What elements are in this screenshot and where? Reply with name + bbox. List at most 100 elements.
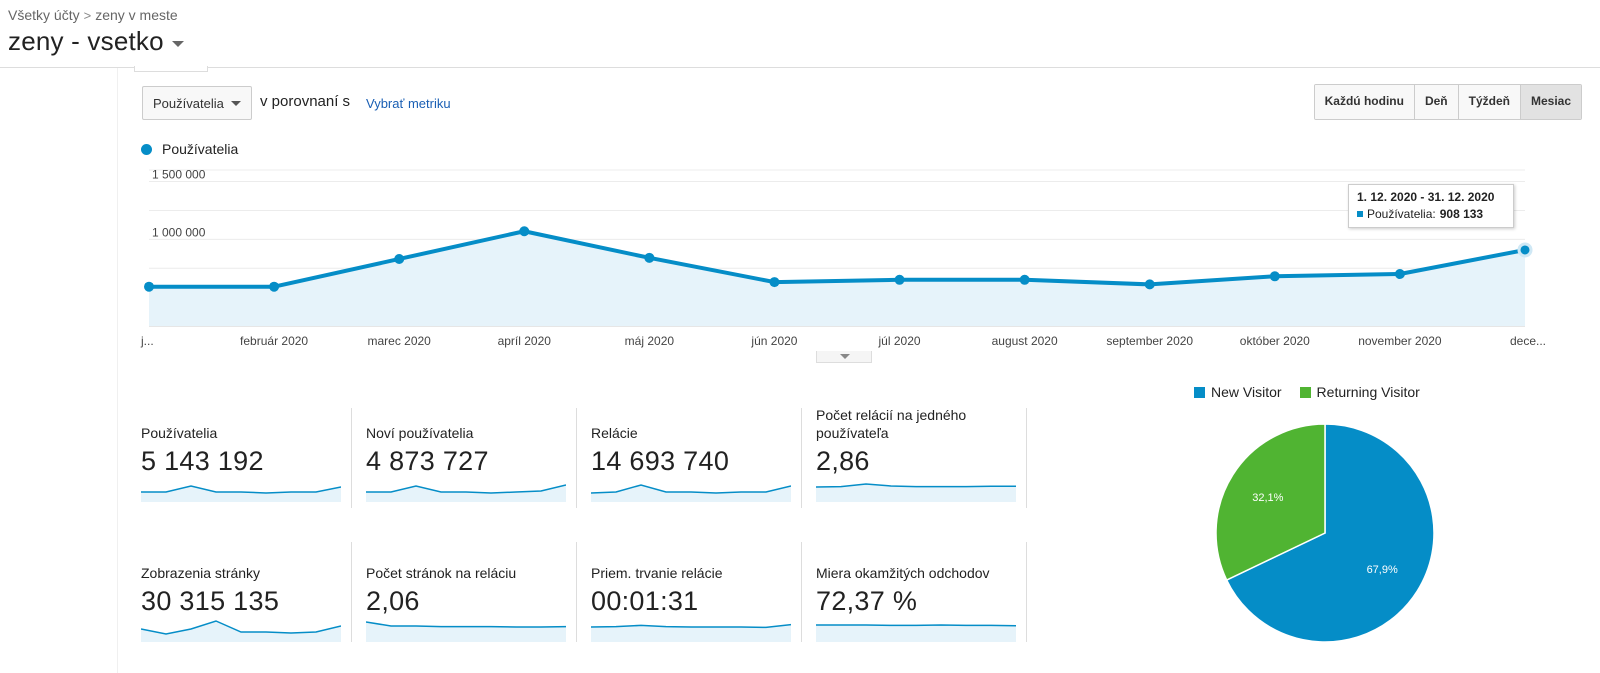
data-point[interactable] [269, 281, 280, 292]
data-point[interactable] [144, 281, 154, 292]
sparkline-line [816, 483, 1016, 488]
metric-sparkline [591, 623, 791, 642]
series-area [149, 231, 1525, 326]
x-tick-label: máj 2020 [625, 334, 675, 348]
data-point[interactable] [1144, 279, 1155, 290]
data-point[interactable] [1269, 271, 1280, 282]
metric-label: Relácie [591, 425, 638, 441]
breadcrumb-property[interactable]: zeny v meste [95, 7, 178, 23]
metric-label: Počet relácií na jedného používateľa [816, 407, 967, 441]
metric-label: Počet stránok na reláciu [366, 565, 517, 581]
metric-value: 72,37 % [816, 586, 918, 616]
pie-slice[interactable] [1215, 423, 1326, 582]
compare-label: v porovnaní s [260, 93, 351, 110]
left-panel [0, 68, 118, 673]
metric-sparkline [141, 485, 341, 502]
metrics-grid: Používatelia 5 143 192 Noví používatelia 4 … [141, 400, 1041, 642]
pie-legend-label: New Visitor [1211, 384, 1282, 400]
data-point[interactable] [1019, 274, 1030, 285]
series-line [149, 229, 1526, 289]
metric-card[interactable]: Počet relácií na jedného používateľa 2,86 [816, 400, 1030, 518]
metric-divider [576, 542, 577, 642]
sparkline-line [141, 620, 341, 635]
metric-value: 5 143 192 [141, 446, 264, 476]
metric-select-value: Používatelia [153, 96, 224, 111]
sparkline-line [366, 484, 566, 494]
metric-card[interactable]: Priem. trvanie relácie 00:01:31 [591, 540, 805, 658]
page-title[interactable]: zeny - vsetko [8, 26, 164, 56]
metric-sparkline [816, 624, 1016, 642]
data-point[interactable] [769, 277, 780, 288]
x-tick-label: október 2020 [1240, 334, 1310, 348]
chart-tooltip: 1. 12. 2020 - 31. 12. 2020 Používatelia:… [1348, 184, 1514, 228]
metric-card[interactable]: Počet stránok na reláciu 2,06 [366, 540, 580, 658]
visitor-type-pie-chart: 67,9% 32,1% [1215, 423, 1435, 643]
series-dot-icon [141, 143, 152, 155]
metric-select[interactable]: Používatelia [142, 86, 252, 120]
x-tick-label: j... [140, 334, 154, 348]
x-tick-label: apríl 2020 [498, 334, 552, 348]
data-point[interactable] [519, 226, 530, 237]
chart-controls: Používatelia v porovnaní s Vybrať metrik… [142, 84, 1582, 122]
view-selector[interactable]: zeny - vsetko [8, 26, 184, 57]
pie-slice-label: 32,1% [1252, 492, 1283, 504]
sparkline-area [366, 485, 566, 502]
metric-label: Priem. trvanie relácie [591, 565, 723, 581]
sparkline-area [816, 625, 1016, 642]
metric-divider [576, 408, 577, 508]
pie-legend-returning[interactable]: Returning Visitor [1299, 384, 1420, 400]
chevron-right-icon: > [83, 7, 92, 23]
breadcrumb-all-accounts[interactable]: Všetky účty [8, 7, 80, 23]
caret-down-icon[interactable] [171, 40, 184, 47]
metric-label: Zobrazenia stránky [141, 565, 261, 581]
header: Všetky účty > zeny v meste zeny - vsetko [0, 0, 1600, 68]
metric-value: 14 693 740 [591, 446, 730, 476]
x-tick-label: júl 2020 [878, 334, 921, 348]
metric-card[interactable]: Relácie 14 693 740 [591, 400, 805, 518]
legend-square-icon [1194, 386, 1205, 398]
x-tick-label: február 2020 [240, 334, 308, 348]
metric-sparkline [366, 621, 566, 642]
granularity-toggle: Každú hodinu Deň Týždeň Mesiac [1313, 84, 1582, 120]
metric-divider [801, 542, 802, 642]
granularity-month-button[interactable]: Mesiac [1520, 85, 1581, 119]
metric-value: 2,86 [816, 446, 870, 476]
x-tick-label: jún 2020 [750, 334, 797, 348]
tooltip-label: Používatelia: [1367, 207, 1436, 221]
metric-card[interactable]: Používatelia 5 143 192 [141, 400, 355, 518]
choose-metric-link[interactable]: Vybrať metriku [366, 96, 451, 111]
granularity-hourly-button[interactable]: Každú hodinu [1314, 85, 1415, 119]
sparkline-line [141, 485, 341, 494]
sparkline-line [591, 484, 791, 494]
x-tick-label: august 2020 [992, 334, 1058, 348]
metric-card[interactable]: Noví používatelia 4 873 727 [366, 400, 580, 518]
metric-card[interactable]: Zobrazenia stránky 30 315 135 [141, 540, 355, 658]
metric-divider [351, 542, 352, 642]
series-square-icon [1357, 211, 1363, 217]
data-point[interactable] [894, 274, 905, 285]
sparkline-area [591, 485, 791, 502]
sparkline-area [141, 621, 341, 642]
data-point[interactable] [1394, 269, 1405, 279]
granularity-day-button[interactable]: Deň [1414, 85, 1459, 119]
tooltip-date: 1. 12. 2020 - 31. 12. 2020 [1357, 190, 1495, 204]
metric-value: 2,06 [366, 586, 420, 616]
x-tick-label: september 2020 [1106, 334, 1193, 348]
data-point[interactable] [394, 253, 405, 264]
pie-legend-new[interactable]: New Visitor [1194, 384, 1282, 400]
pie-slice-label: 67,9% [1367, 564, 1398, 576]
pie-slice[interactable] [1225, 423, 1435, 643]
y-tick-label: 1 500 000 [152, 168, 206, 182]
overview-tab[interactable] [134, 66, 208, 72]
sparkline-area [591, 624, 791, 642]
data-point[interactable] [1517, 242, 1533, 258]
data-point[interactable] [644, 252, 655, 263]
metric-sparkline [816, 483, 1016, 502]
granularity-week-button[interactable]: Týždeň [1458, 85, 1521, 119]
metric-card[interactable]: Miera okamžitých odchodov 72,37 % [816, 540, 1030, 658]
chart-expand-handle[interactable] [816, 351, 872, 363]
metric-value: 00:01:31 [591, 586, 699, 616]
x-tick-label: november 2020 [1358, 334, 1442, 348]
metric-label: Miera okamžitých odchodov [816, 565, 990, 581]
